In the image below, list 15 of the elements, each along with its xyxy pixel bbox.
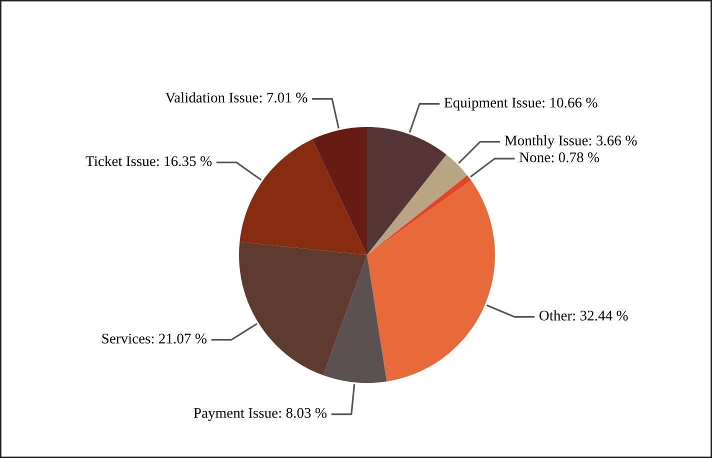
slice-label: Ticket Issue: 16.35 %	[86, 156, 212, 166]
slice-label: None: 0.78 %	[519, 152, 600, 162]
slice-label: Equipment Issue: 10.66 %	[444, 98, 598, 110]
slice-label: Monthly Issue: 3.66 %	[504, 135, 637, 148]
pie-slice	[367, 127, 446, 255]
slice-label: Services: 21.07 %	[102, 334, 207, 344]
pie-slice	[367, 175, 472, 255]
slice-label: Other: 32.44 %	[539, 310, 628, 321]
slice-label: Validation Issue: 7.01 %	[165, 92, 308, 103]
pie-slice	[240, 139, 367, 255]
pie-slice	[367, 180, 495, 382]
pie-slice	[312, 127, 367, 255]
pie-slice	[367, 154, 468, 255]
slice-label: Payment Issue: 8.03 %	[194, 408, 327, 421]
pie-slice	[239, 242, 367, 376]
